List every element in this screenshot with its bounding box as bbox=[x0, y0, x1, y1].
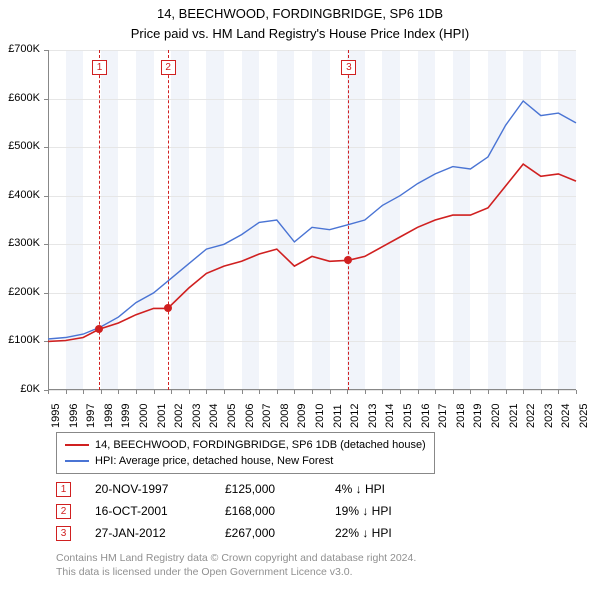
sale-point bbox=[164, 304, 172, 312]
sales-row-diff: 19% ↓ HPI bbox=[335, 504, 435, 518]
sales-row-date: 16-OCT-2001 bbox=[95, 504, 225, 518]
legend-swatch bbox=[65, 460, 89, 462]
legend-swatch bbox=[65, 444, 89, 446]
sales-row-date: 27-JAN-2012 bbox=[95, 526, 225, 540]
legend-label: HPI: Average price, detached house, New … bbox=[95, 455, 333, 467]
chart-subtitle: Price paid vs. HM Land Registry's House … bbox=[0, 26, 600, 41]
series-line bbox=[48, 164, 576, 341]
sales-row-marker: 1 bbox=[56, 482, 71, 497]
sales-row-marker: 2 bbox=[56, 504, 71, 519]
sales-row-price: £168,000 bbox=[225, 504, 335, 518]
sales-row: 1 20-NOV-1997£125,0004% ↓ HPI bbox=[56, 478, 435, 500]
sales-row-price: £125,000 bbox=[225, 482, 335, 496]
footer-attribution: Contains HM Land Registry data © Crown c… bbox=[56, 552, 416, 579]
legend-item: 14, BEECHWOOD, FORDINGBRIDGE, SP6 1DB (d… bbox=[65, 437, 426, 453]
sales-row-price: £267,000 bbox=[225, 526, 335, 540]
sales-table: 1 20-NOV-1997£125,0004% ↓ HPI 2 16-OCT-2001… bbox=[56, 478, 435, 544]
sales-row-diff: 22% ↓ HPI bbox=[335, 526, 435, 540]
legend: 14, BEECHWOOD, FORDINGBRIDGE, SP6 1DB (d… bbox=[56, 432, 435, 474]
sales-row: 2 16-OCT-2001£168,00019% ↓ HPI bbox=[56, 500, 435, 522]
sales-row-diff: 4% ↓ HPI bbox=[335, 482, 435, 496]
legend-item: HPI: Average price, detached house, New … bbox=[65, 453, 426, 469]
legend-label: 14, BEECHWOOD, FORDINGBRIDGE, SP6 1DB (d… bbox=[95, 439, 426, 451]
footer-line2: This data is licensed under the Open Gov… bbox=[56, 566, 416, 580]
sale-point bbox=[344, 256, 352, 264]
series-line bbox=[48, 101, 576, 339]
sales-row-marker: 3 bbox=[56, 526, 71, 541]
chart-title: 14, BEECHWOOD, FORDINGBRIDGE, SP6 1DB bbox=[0, 6, 600, 21]
sales-row-date: 20-NOV-1997 bbox=[95, 482, 225, 496]
sale-point bbox=[95, 325, 103, 333]
footer-line1: Contains HM Land Registry data © Crown c… bbox=[56, 552, 416, 566]
sales-row: 3 27-JAN-2012£267,00022% ↓ HPI bbox=[56, 522, 435, 544]
